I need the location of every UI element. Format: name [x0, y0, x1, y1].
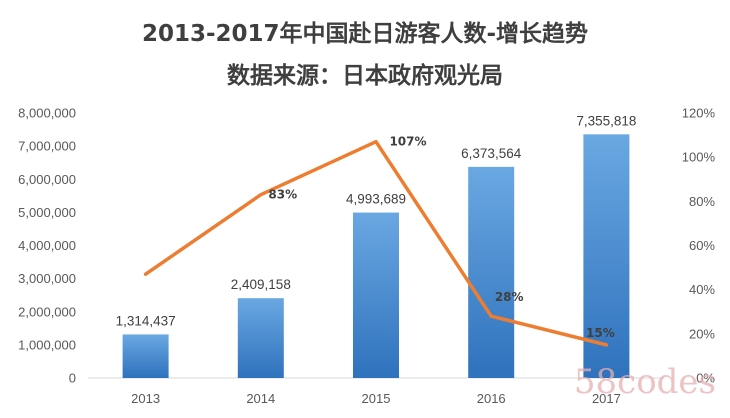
- chart-subtitle: 数据来源：日本政府观光局: [227, 62, 503, 89]
- growth-label: 15%: [586, 326, 615, 340]
- left-tick-label: 1,000,000: [18, 337, 76, 352]
- right-tick-label: 0%: [696, 371, 715, 386]
- right-tick-label: 20%: [689, 326, 715, 341]
- left-tick-label: 6,000,000: [18, 172, 76, 187]
- left-tick-label: 2,000,000: [18, 304, 76, 319]
- bar: [583, 134, 630, 378]
- bar: [468, 166, 515, 378]
- left-tick-label: 7,000,000: [18, 139, 76, 154]
- bar-value-label: 7,355,818: [576, 113, 636, 128]
- x-axis: 2013 2014 2015 2016 2017: [131, 391, 621, 406]
- right-tick-label: 120%: [682, 106, 716, 121]
- x-tick-label: 2014: [246, 391, 275, 406]
- chart-title: 2013-2017年中国赴日游客人数-增长趋势: [142, 20, 588, 47]
- bar: [237, 298, 284, 378]
- growth-label: 83%: [268, 188, 297, 202]
- bar-value-label: 4,993,689: [346, 192, 406, 207]
- x-tick-label: 2016: [477, 391, 506, 406]
- bar-value-label: 2,409,158: [231, 277, 291, 292]
- left-tick-label: 5,000,000: [18, 205, 76, 220]
- bar: [122, 334, 169, 378]
- bar-series: 1,314,437 2,409,158 4,993,689 6,373,564 7,35…: [116, 113, 636, 378]
- growth-label: 28%: [495, 290, 524, 304]
- x-tick-label: 2017: [592, 391, 621, 406]
- right-tick-label: 60%: [689, 238, 715, 253]
- watermark: 58codes: [574, 362, 716, 402]
- bar-value-label: 6,373,564: [461, 146, 522, 161]
- left-tick-label: 8,000,000: [18, 106, 76, 121]
- line-series: 83% 107% 28% 15%: [143, 135, 615, 347]
- right-axis: 0% 20% 40% 60% 80% 100% 120%: [682, 106, 716, 386]
- x-tick-label: 2015: [362, 391, 391, 406]
- x-tick-label: 2013: [131, 391, 160, 406]
- left-tick-label: 4,000,000: [18, 238, 76, 253]
- right-tick-label: 40%: [689, 282, 715, 297]
- left-axis: 0 1,000,000 2,000,000 3,000,000 4,000,000 5,0…: [18, 106, 76, 386]
- growth-label: 107%: [389, 135, 426, 149]
- right-tick-label: 80%: [689, 194, 715, 209]
- bar-value-label: 1,314,437: [116, 313, 176, 328]
- left-tick-label: 0: [69, 371, 76, 386]
- left-tick-label: 3,000,000: [18, 271, 76, 286]
- bar: [353, 212, 399, 378]
- growth-line: [143, 139, 609, 347]
- right-tick-label: 100%: [682, 150, 716, 165]
